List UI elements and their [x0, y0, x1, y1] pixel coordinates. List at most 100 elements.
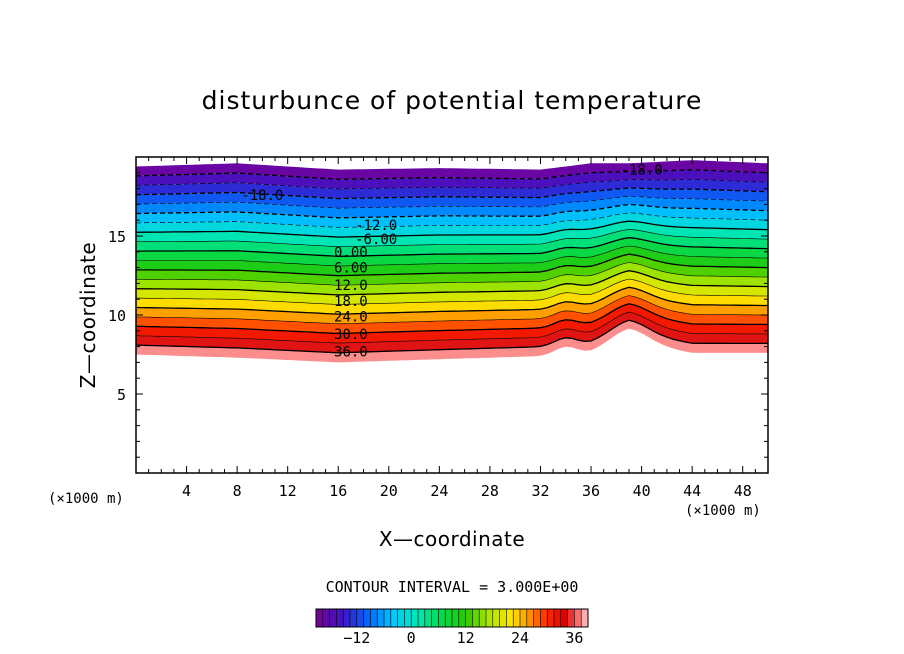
- contour-band: [136, 312, 768, 353]
- contour-band: [136, 254, 768, 286]
- contour-lines: [136, 169, 768, 354]
- x-tick-label: 16: [329, 482, 347, 500]
- negative-contour-line: [136, 187, 768, 200]
- contour-line: [136, 311, 768, 344]
- contour-line: [136, 237, 768, 258]
- contour-label: 6.00: [334, 261, 368, 277]
- colorbar-cell: [411, 609, 419, 627]
- contour-band: [136, 303, 768, 344]
- colorbar-frame: [315, 608, 589, 628]
- contour-label: -18.0: [621, 163, 663, 179]
- colorbar-cell: [520, 609, 528, 627]
- contour-band: [136, 160, 768, 180]
- contour-line: [136, 295, 768, 325]
- x-tick-label: 36: [582, 482, 600, 500]
- colorbar-cell: [540, 609, 548, 627]
- colorbar-tick-label: 12: [457, 629, 475, 647]
- x-tick-label: 32: [531, 482, 549, 500]
- negative-contour-line: [136, 179, 768, 190]
- contour-line: [136, 286, 768, 315]
- x-tick-label: 12: [279, 482, 297, 500]
- colorbar-cell: [465, 609, 473, 627]
- contour-line: [136, 245, 768, 267]
- colorbar-cell: [363, 609, 371, 627]
- contour-line: [136, 220, 768, 238]
- colorbar-cell: [316, 609, 324, 627]
- x-axis-label: X—coordinate: [378, 527, 526, 551]
- colorbar-cell: [438, 609, 446, 627]
- colorbar-cell: [390, 609, 398, 627]
- colorbar-cell: [567, 609, 575, 627]
- colorbar-tick-label: 24: [511, 629, 529, 647]
- negative-contour-line: [136, 203, 768, 219]
- x-tick-label: 28: [481, 482, 499, 500]
- y-tick-label: 5: [117, 386, 126, 404]
- contour-line: [136, 262, 768, 286]
- contour-band: [136, 196, 768, 218]
- chart-title: disturbunce of potential temperature: [201, 86, 703, 115]
- contour-band: [136, 246, 768, 276]
- contour-line: [136, 319, 768, 354]
- contour-label: 18.0: [334, 294, 368, 310]
- contour-interval-label: CONTOUR INTERVAL = 3.000E+00: [325, 578, 579, 596]
- contour-band: [136, 169, 768, 189]
- colorbar-cell: [452, 609, 460, 627]
- colorbar-cell: [350, 609, 358, 627]
- contour-fill: [136, 160, 768, 363]
- y-axis-unit: (×1000 m): [48, 491, 124, 507]
- contour-label: 12.0: [334, 278, 368, 294]
- negative-contour-line: [136, 169, 768, 180]
- contour-band: [136, 279, 768, 315]
- colorbar-cell: [445, 609, 453, 627]
- colorbar-cell: [554, 609, 562, 627]
- x-tick-label: 40: [633, 482, 651, 500]
- contour-band: [136, 270, 768, 305]
- y-tick-label: 15: [108, 228, 126, 246]
- x-axis-unit: (×1000 m): [685, 503, 761, 519]
- contour-label: 30.0: [334, 327, 368, 343]
- x-tick-label: 20: [380, 482, 398, 500]
- contour-band: [136, 179, 768, 199]
- colorbar-cell: [424, 609, 432, 627]
- colorbar-cell: [336, 609, 344, 627]
- negative-contour-line: [136, 196, 768, 209]
- colorbar-cell: [377, 609, 385, 627]
- colorbar-cell: [547, 609, 555, 627]
- colorbar-cell: [418, 609, 426, 627]
- colorbar: −12 0 12 24 36: [315, 608, 589, 647]
- colorbar-cell: [499, 609, 507, 627]
- contour-band: [136, 237, 768, 266]
- contour-label: -6.00: [355, 232, 397, 248]
- colorbar-cell: [581, 609, 589, 627]
- contour-band: [136, 295, 768, 334]
- x-tick-label: 8: [233, 482, 242, 500]
- contour-band: [136, 229, 768, 257]
- colorbar-cell: [370, 609, 378, 627]
- colorbar-cell: [329, 609, 337, 627]
- colorbar-cell: [404, 609, 412, 627]
- contour-line: [136, 229, 768, 248]
- colorbar-cell: [533, 609, 541, 627]
- contour-line: [136, 278, 768, 305]
- y-axis-label: Z—coordinate: [76, 241, 100, 389]
- negative-contour-line: [136, 212, 768, 228]
- colorbar-tick-label: 0: [407, 629, 416, 647]
- contour-label: -12.0: [355, 218, 397, 234]
- colorbar-tick-label: −12: [343, 629, 370, 647]
- contour-band: [136, 212, 768, 238]
- contour-band: [136, 262, 768, 295]
- contour-label: 36.0: [334, 344, 368, 360]
- x-tick-label: 24: [430, 482, 448, 500]
- colorbar-cell: [472, 609, 480, 627]
- contour-label: 0.00: [334, 245, 368, 261]
- contour-labels: -18.0 -18.0 -12.0-6.000.006.0012.018.024.0…: [241, 163, 662, 361]
- colorbar-cell: [486, 609, 494, 627]
- colorbar-cell: [322, 609, 330, 627]
- contour-band: [136, 221, 768, 247]
- contour-line: [136, 270, 768, 296]
- x-tick-label: 44: [683, 482, 701, 500]
- colorbar-cell: [506, 609, 514, 627]
- contour-band: [136, 287, 768, 324]
- colorbar-cell: [384, 609, 392, 627]
